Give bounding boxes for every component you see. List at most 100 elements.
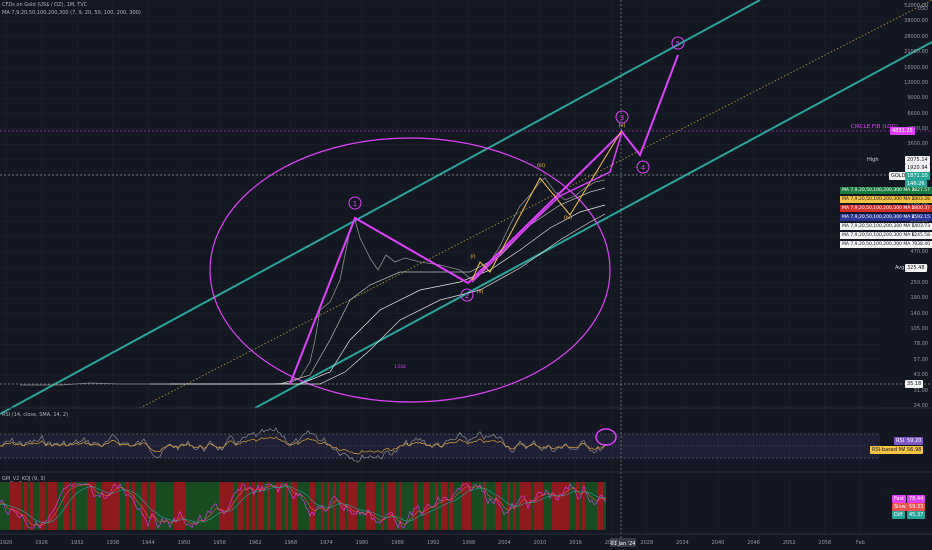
rsi-ma-line — [0, 436, 607, 455]
gm-bar — [240, 482, 243, 530]
gm-bar — [141, 482, 144, 530]
gm-bar — [108, 482, 111, 530]
gm-slow-line — [0, 484, 607, 527]
gm-bar — [237, 482, 240, 530]
ma-tag-value: 1803.28 — [911, 197, 930, 202]
price-axis-label: 140.00 — [910, 310, 929, 317]
gm-bar — [153, 482, 156, 530]
gm-bar — [135, 482, 138, 530]
gm-bar — [447, 482, 450, 530]
subwave-path[interactable] — [471, 129, 623, 281]
time-axis-label: 1956 — [213, 540, 226, 546]
gm-bar — [588, 482, 591, 530]
gm-bar — [330, 482, 333, 530]
ma-tag: MA 7,9,20,50,100,200,300 MA 6 1245.58 — [840, 232, 932, 239]
gm-bar — [159, 482, 162, 530]
gm-bar — [117, 482, 120, 530]
gm-bar — [261, 482, 264, 530]
price-axis-label: 57.00 — [913, 356, 928, 363]
subwave-label-iv: (iv) — [564, 215, 572, 221]
grid — [0, 0, 880, 534]
gm-bar — [45, 482, 48, 530]
gm-bar — [384, 482, 387, 530]
wave-label-1: 1 — [348, 196, 362, 210]
gm-bar — [171, 482, 174, 530]
time-axis-label: 2016 — [569, 540, 582, 546]
gm-bar — [444, 482, 447, 530]
ma-tag-value: 1403.73 — [911, 224, 930, 229]
wave-label-3: 3 — [615, 110, 629, 124]
gm-legend[interactable]: GM_V2_KDJ (9, 3) — [2, 476, 46, 482]
rsi-legend[interactable]: RSI (14, close, SMA, 14, 2) — [2, 412, 69, 418]
gm-bar — [435, 482, 438, 530]
svg-text:1: 1 — [353, 200, 357, 208]
gm-bar — [285, 482, 288, 530]
time-axis-label: 1986 — [391, 540, 404, 546]
gm-bar — [555, 482, 558, 530]
time-axis-label: 1962 — [248, 540, 262, 546]
gm-bar — [525, 482, 528, 530]
gm-bar — [603, 482, 606, 530]
high-label: High — [867, 157, 879, 163]
gm-bar — [372, 482, 375, 530]
rsi-highlight-circle — [595, 428, 617, 446]
gm-histogram[interactable] — [0, 482, 606, 530]
gm-bar — [408, 482, 411, 530]
gm-tag-label: Slow — [892, 503, 908, 511]
price-axis-label: 105.00 — [910, 326, 929, 333]
time-axis-label: 1998 — [462, 540, 476, 546]
gm-bar — [492, 482, 495, 530]
gm-bar — [69, 482, 72, 530]
gm-bar — [111, 482, 114, 530]
gm-bar — [123, 482, 126, 530]
gm-bar — [168, 482, 171, 530]
price-axis-label: 6600.00 — [907, 110, 928, 117]
ma-legend[interactable]: MA 7,9,20,50,100,200,300 (7, 9, 20, 50, … — [2, 10, 141, 16]
trend-dotted-line[interactable] — [139, 0, 932, 409]
price-axis-label: 12000.00 — [904, 79, 928, 86]
gm-bar — [222, 482, 225, 530]
gm-bar — [183, 482, 186, 530]
gm-bar — [567, 482, 570, 530]
circle-fib-ellipse[interactable] — [209, 137, 611, 403]
subwave-label-i: (i) — [470, 254, 475, 260]
gm-bar — [204, 482, 207, 530]
gm-bar — [540, 482, 543, 530]
ma-line-3 — [190, 213, 606, 385]
gm-lines[interactable] — [0, 483, 607, 529]
rsi-series[interactable] — [0, 427, 607, 463]
gm-bar — [192, 482, 195, 530]
gm-bar — [24, 482, 27, 530]
gm-bar — [219, 482, 222, 530]
gm-bar — [582, 482, 585, 530]
wave-label-5: 5 — [671, 36, 685, 50]
rsi-label-tag: RSI — [894, 437, 907, 445]
subwave-path-2[interactable] — [471, 131, 623, 283]
ma-tag-label: MA 7,9,20,50,100,200,300 MA 3 — [842, 188, 915, 193]
gm-bar — [462, 482, 465, 530]
time-axis-label: 2028 — [640, 540, 654, 546]
rsi-value-tag: 59.20 — [905, 437, 924, 445]
impulse-wave-path[interactable] — [289, 54, 679, 385]
time-axis-label: 2034 — [676, 540, 689, 546]
channel-lower-line[interactable] — [254, 41, 932, 409]
channel-upper-line[interactable] — [0, 0, 761, 415]
price-series[interactable] — [20, 177, 606, 386]
time-axis-label: 1968 — [284, 540, 298, 546]
gm-bar — [57, 482, 60, 530]
gm-bar — [249, 482, 252, 530]
gm-bar — [300, 482, 303, 530]
gm-bar — [579, 482, 582, 530]
gm-bar — [210, 482, 213, 530]
gm-bar — [42, 482, 45, 530]
gm-bar — [129, 482, 132, 530]
gm-bar — [72, 482, 75, 530]
gm-bar — [597, 482, 600, 530]
gm-tag-value: 78.44 — [907, 495, 926, 503]
gm-bar — [390, 482, 393, 530]
ma-tag-value: 938.40 — [914, 242, 930, 247]
gm-bar — [78, 482, 81, 530]
gm-bar — [411, 482, 414, 530]
gm-bar — [552, 482, 555, 530]
